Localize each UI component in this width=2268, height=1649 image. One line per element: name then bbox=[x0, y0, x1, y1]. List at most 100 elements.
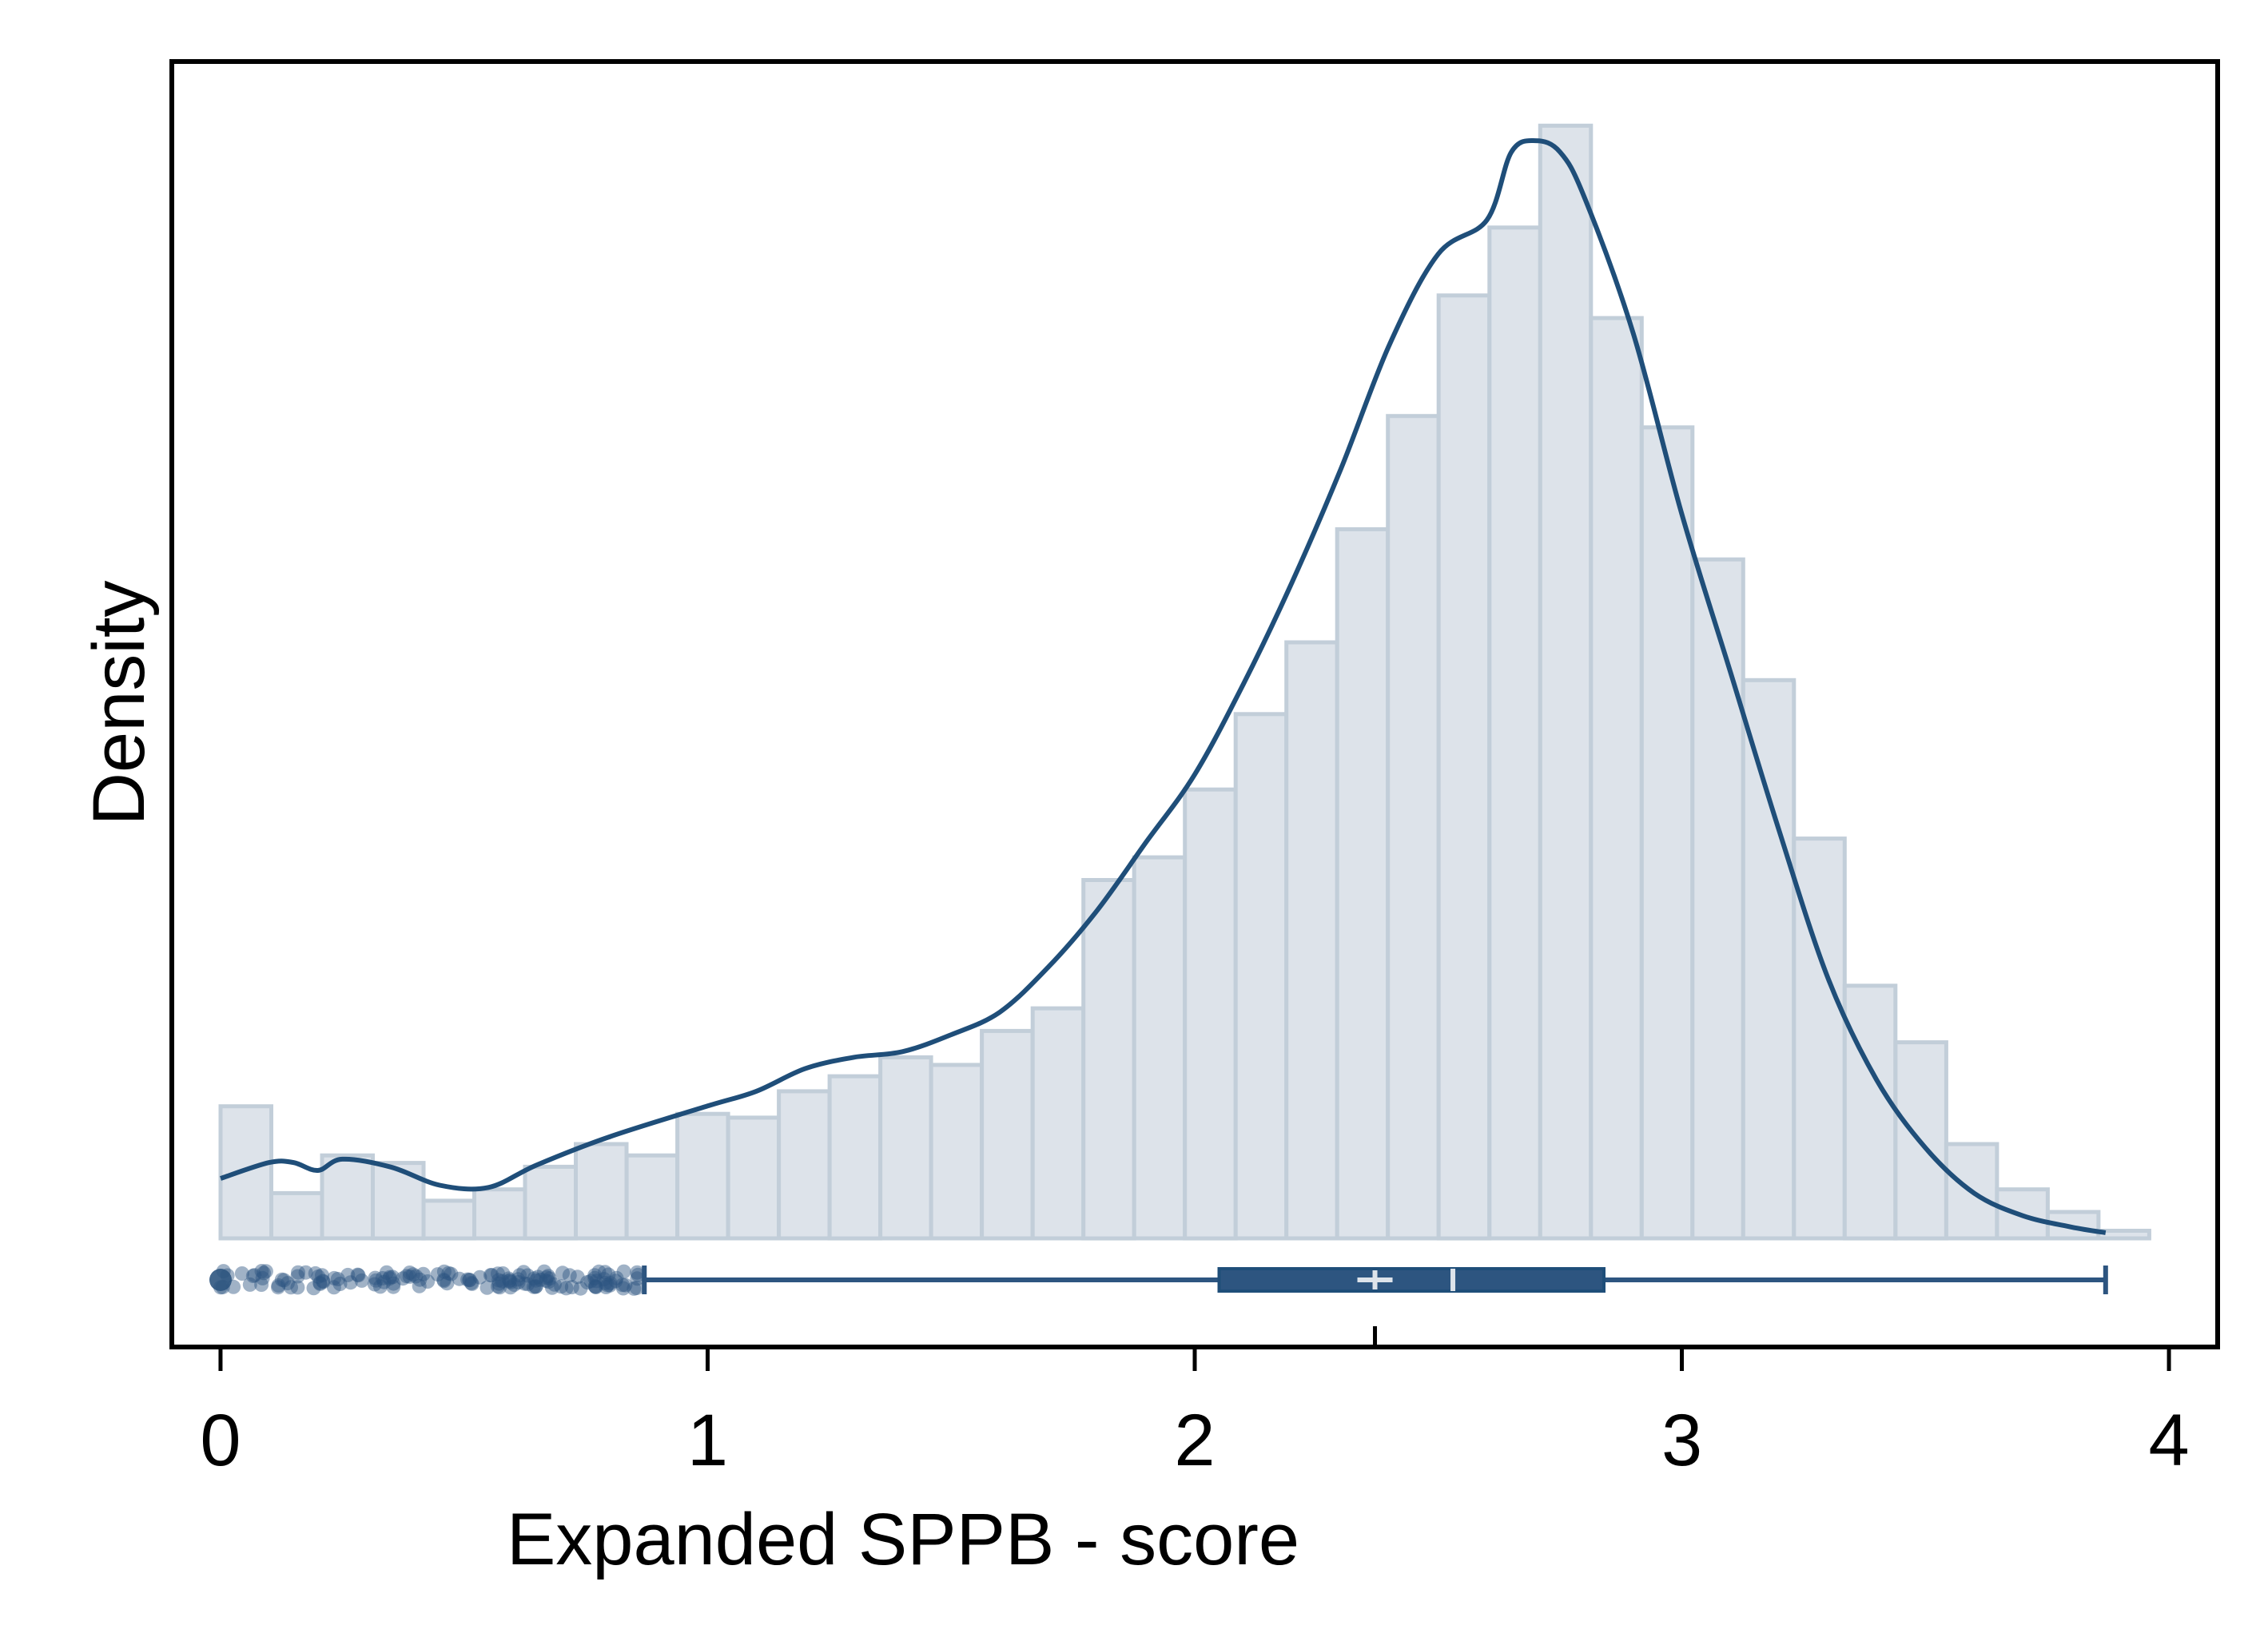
outlier-point bbox=[254, 1277, 269, 1292]
histogram-bar bbox=[675, 1111, 730, 1241]
outlier-point bbox=[234, 1266, 249, 1281]
outlier-point bbox=[615, 1277, 630, 1293]
outlier-point bbox=[399, 1269, 414, 1284]
outlier-point bbox=[629, 1281, 644, 1295]
outlier-point bbox=[312, 1275, 328, 1290]
outlier-point bbox=[559, 1281, 574, 1296]
outlier-point bbox=[495, 1266, 511, 1281]
outlier-point bbox=[464, 1275, 479, 1290]
outlier-point bbox=[452, 1271, 467, 1286]
outlier-point bbox=[308, 1266, 323, 1281]
density-curve bbox=[220, 137, 2107, 1235]
histogram-bar bbox=[1639, 425, 1695, 1241]
outlier-point bbox=[281, 1276, 295, 1291]
outlier-point bbox=[255, 1270, 270, 1285]
outlier-point bbox=[402, 1269, 417, 1284]
outlier-point bbox=[526, 1279, 541, 1294]
histogram-bars bbox=[218, 123, 2151, 1241]
outlier-point bbox=[588, 1279, 603, 1294]
histogram-bar bbox=[1690, 557, 1745, 1241]
outlier-point bbox=[615, 1281, 631, 1296]
outlier-point bbox=[441, 1266, 456, 1281]
outlier-point bbox=[503, 1274, 519, 1289]
outlier-point bbox=[562, 1268, 577, 1283]
outlier-point bbox=[627, 1281, 642, 1296]
outlier-point bbox=[616, 1264, 631, 1279]
histogram-bar bbox=[1335, 526, 1391, 1241]
outlier-point bbox=[209, 1269, 232, 1291]
histogram-bar bbox=[929, 1063, 985, 1241]
outlier-point bbox=[533, 1272, 548, 1287]
outlier-point bbox=[511, 1275, 526, 1289]
outlier-point bbox=[631, 1267, 646, 1282]
y-axis-title: Density bbox=[78, 581, 160, 826]
outlier-point bbox=[408, 1269, 424, 1284]
outlier-point bbox=[247, 1268, 262, 1283]
outlier-point bbox=[598, 1276, 613, 1290]
outlier-point bbox=[440, 1276, 455, 1291]
outlier-point bbox=[412, 1272, 428, 1287]
outlier-point bbox=[382, 1271, 397, 1286]
histogram-bar bbox=[1386, 414, 1441, 1241]
histogram-bar bbox=[523, 1164, 578, 1241]
outlier-point bbox=[351, 1268, 366, 1283]
outlier-point bbox=[547, 1277, 562, 1292]
histogram-bar bbox=[1436, 293, 1492, 1241]
outlier-point bbox=[520, 1277, 535, 1292]
outlier-point bbox=[326, 1280, 341, 1295]
outlier-point bbox=[312, 1276, 328, 1291]
outlier-point bbox=[630, 1271, 645, 1286]
outlier-point bbox=[484, 1268, 499, 1283]
outlier-point bbox=[528, 1279, 543, 1294]
histogram-bar bbox=[574, 1142, 629, 1241]
outlier-point bbox=[420, 1274, 436, 1289]
outlier-point bbox=[290, 1280, 305, 1295]
outlier-point bbox=[245, 1269, 261, 1283]
outlier-point bbox=[495, 1274, 510, 1289]
outlier-point bbox=[330, 1272, 345, 1286]
outlier-point bbox=[544, 1280, 559, 1295]
outlier-point bbox=[609, 1270, 624, 1285]
histogram-bar bbox=[1741, 677, 1796, 1241]
histogram-bar bbox=[726, 1115, 782, 1241]
histogram-bar bbox=[1284, 640, 1339, 1241]
outlier-point bbox=[368, 1270, 383, 1285]
outlier-point bbox=[603, 1277, 618, 1293]
outlier-point bbox=[491, 1279, 505, 1294]
histogram-bar bbox=[1842, 983, 1898, 1241]
outlier-point bbox=[386, 1276, 401, 1291]
outlier-point bbox=[591, 1264, 607, 1279]
outlier-point bbox=[587, 1270, 603, 1285]
histogram-bar bbox=[472, 1187, 527, 1241]
outlier-point bbox=[354, 1273, 369, 1288]
x-tick-label: 2 bbox=[1174, 1400, 1215, 1481]
outlier-point bbox=[570, 1270, 585, 1285]
outlier-point bbox=[588, 1280, 603, 1294]
outlier-point bbox=[416, 1266, 431, 1281]
outlier-point bbox=[464, 1276, 479, 1291]
outlier-point bbox=[501, 1271, 516, 1286]
outlier-point bbox=[516, 1265, 531, 1280]
outlier-point bbox=[291, 1265, 305, 1280]
histogram-bar bbox=[269, 1190, 324, 1241]
outlier-point bbox=[608, 1274, 623, 1289]
outlier-point bbox=[587, 1268, 603, 1283]
outlier-point bbox=[573, 1281, 588, 1296]
outlier-point bbox=[372, 1279, 388, 1294]
outlier-point bbox=[600, 1277, 615, 1293]
histogram-bar bbox=[1183, 787, 1238, 1241]
histogram-bar bbox=[1081, 878, 1136, 1241]
outlier-point bbox=[271, 1278, 286, 1293]
outlier-point bbox=[254, 1264, 269, 1278]
outlier-point bbox=[462, 1273, 477, 1288]
outlier-point bbox=[599, 1280, 614, 1294]
outlier-point bbox=[618, 1277, 633, 1293]
histogram-bar bbox=[1233, 712, 1289, 1241]
outlier-point bbox=[460, 1272, 475, 1287]
outlier-point bbox=[350, 1267, 365, 1282]
outlier-point bbox=[430, 1267, 445, 1282]
outlier-point bbox=[274, 1272, 289, 1287]
outlier-point bbox=[564, 1280, 579, 1295]
x-tick-label: 1 bbox=[687, 1400, 728, 1481]
